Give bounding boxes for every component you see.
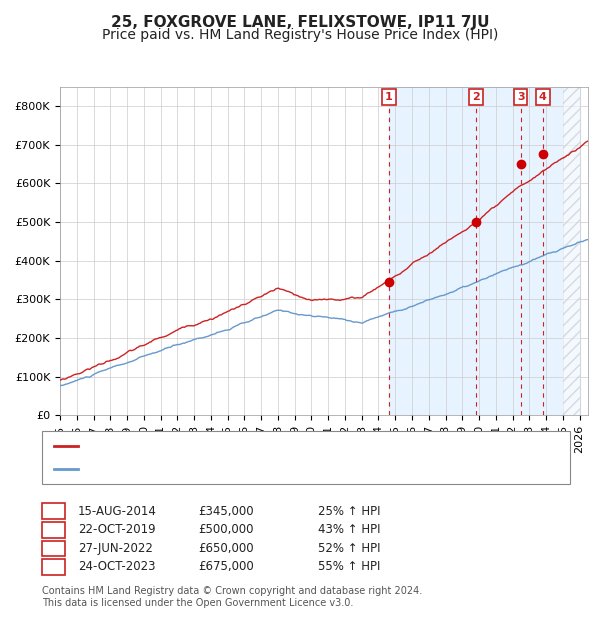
Text: 3: 3 (49, 542, 58, 555)
Bar (389, 87, 580, 415)
Text: 1: 1 (385, 92, 393, 102)
Text: 25% ↑ HPI: 25% ↑ HPI (318, 505, 380, 518)
Bar (563, 87, 580, 415)
Text: £650,000: £650,000 (198, 542, 254, 555)
Text: 2: 2 (49, 523, 58, 536)
Text: 25, FOXGROVE LANE, FELIXSTOWE, IP11 7JU: 25, FOXGROVE LANE, FELIXSTOWE, IP11 7JU (111, 16, 489, 30)
Text: 15-AUG-2014: 15-AUG-2014 (78, 505, 157, 518)
Text: 2: 2 (472, 92, 480, 102)
Text: 4: 4 (49, 560, 58, 574)
Text: 52% ↑ HPI: 52% ↑ HPI (318, 542, 380, 555)
Text: 25, FOXGROVE LANE, FELIXSTOWE, IP11 7JU (detached house): 25, FOXGROVE LANE, FELIXSTOWE, IP11 7JU … (84, 439, 452, 452)
Text: HPI: Average price, detached house, East Suffolk: HPI: Average price, detached house, East… (84, 463, 372, 476)
Text: 24-OCT-2023: 24-OCT-2023 (78, 560, 155, 574)
Text: £675,000: £675,000 (198, 560, 254, 574)
Bar (563, 87, 580, 415)
Text: 3: 3 (517, 92, 524, 102)
Text: £345,000: £345,000 (198, 505, 254, 518)
Text: 27-JUN-2022: 27-JUN-2022 (78, 542, 153, 555)
Text: Price paid vs. HM Land Registry's House Price Index (HPI): Price paid vs. HM Land Registry's House … (102, 28, 498, 42)
Text: Contains HM Land Registry data © Crown copyright and database right 2024.
This d: Contains HM Land Registry data © Crown c… (42, 586, 422, 608)
Text: 55% ↑ HPI: 55% ↑ HPI (318, 560, 380, 574)
Text: 4: 4 (539, 92, 547, 102)
Text: 22-OCT-2019: 22-OCT-2019 (78, 523, 155, 536)
Text: 43% ↑ HPI: 43% ↑ HPI (318, 523, 380, 536)
Text: £500,000: £500,000 (198, 523, 254, 536)
Text: 1: 1 (49, 505, 58, 518)
